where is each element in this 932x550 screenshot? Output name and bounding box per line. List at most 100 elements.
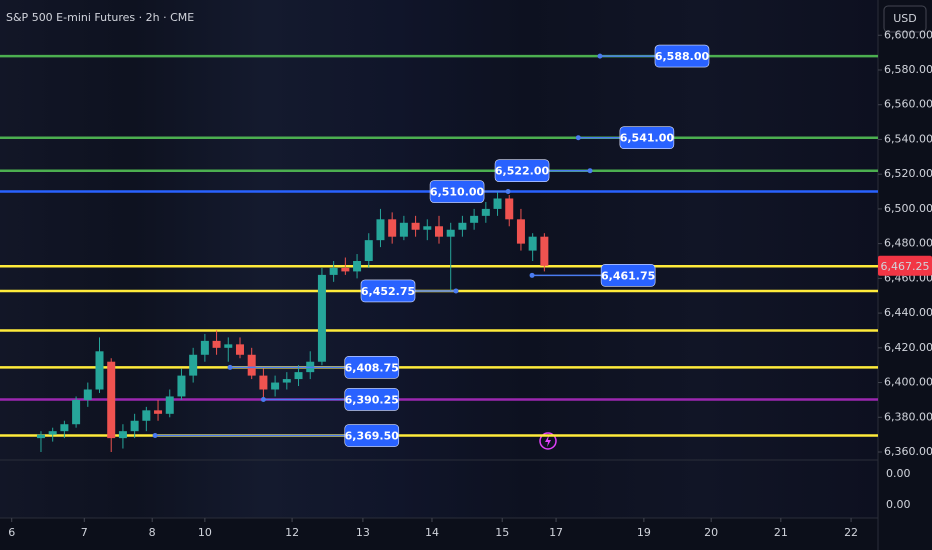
callout-box: [429, 180, 485, 203]
candle-body: [282, 379, 291, 383]
x-tick-label: 12: [285, 526, 299, 539]
candle-body: [247, 354, 256, 376]
x-tick-label: 17: [549, 526, 563, 539]
candle-body: [353, 260, 362, 272]
candle-body: [376, 219, 385, 241]
candle-body: [317, 274, 326, 362]
x-tick-label: 15: [495, 526, 509, 539]
callout-label: 6,541.00: [620, 132, 675, 145]
x-tick-label: 21: [774, 526, 788, 539]
candle-body: [271, 382, 280, 390]
y-tick-label: 6,480.00: [884, 237, 932, 250]
callout-label: 6,588.00: [655, 50, 710, 63]
y-tick-label: 6,420.00: [884, 341, 932, 354]
currency-button[interactable]: [883, 5, 927, 33]
candle-body: [470, 215, 479, 223]
y-tick-label: 6,400.00: [884, 376, 932, 389]
y-tick-label: 6,380.00: [884, 410, 932, 423]
candle-body: [411, 222, 420, 230]
candle-body: [364, 240, 373, 261]
callout-label: 6,390.25: [345, 393, 399, 406]
callout-box: [494, 159, 550, 182]
candle-body: [235, 344, 244, 355]
callout-box: [654, 44, 710, 68]
y-tick-label: 6,600.00: [884, 28, 932, 41]
callout-label: 6,510.00: [430, 186, 485, 199]
callout-box: [360, 279, 416, 303]
candle-body: [423, 226, 432, 230]
last-price-label: 6,467.25: [881, 260, 930, 273]
candle-body: [294, 372, 303, 380]
y-tick-label: 6,560.00: [884, 98, 932, 111]
last-price-box: [878, 255, 932, 276]
candle-body: [224, 344, 233, 348]
candle-body: [165, 396, 174, 414]
candle-body: [189, 354, 198, 376]
x-tick-label: 13: [356, 526, 370, 539]
candle-body: [200, 340, 209, 355]
x-tick-label: 14: [425, 526, 439, 539]
candle-body: [481, 208, 490, 216]
callout-label: 6,461.75: [601, 269, 655, 282]
candle-body: [142, 410, 151, 421]
event-icon[interactable]: [539, 432, 557, 450]
candle-body: [212, 340, 221, 348]
x-tick-label: 22: [844, 526, 858, 539]
candle-body: [95, 351, 104, 390]
candle-body: [107, 361, 116, 439]
callout-anchor: [587, 168, 593, 174]
currency-label[interactable]: USD: [893, 12, 917, 25]
candle-body: [388, 219, 397, 237]
x-tick-label: 7: [81, 526, 88, 539]
callout-anchor: [505, 189, 511, 195]
candle-body: [83, 389, 92, 400]
x-tick-label: 20: [704, 526, 718, 539]
lower-pane-label: 0.00: [886, 467, 911, 480]
x-tick-label: 19: [637, 526, 651, 539]
candle-body: [259, 375, 268, 390]
callout-anchor: [152, 433, 158, 439]
callout-box: [619, 126, 675, 150]
candle-body: [118, 431, 127, 439]
time-axis: [0, 518, 878, 550]
plot-background: [0, 0, 878, 518]
x-tick-label: 6: [8, 526, 15, 539]
callout-label: 6,408.75: [345, 361, 399, 374]
callout-label: 6,452.75: [361, 285, 415, 298]
candle-body: [341, 267, 350, 272]
y-tick-label: 6,360.00: [884, 445, 932, 458]
candle-body: [435, 226, 443, 237]
callout-anchor: [597, 53, 603, 59]
callout-box: [344, 424, 400, 447]
callout-box: [344, 356, 400, 379]
candle-body: [505, 198, 514, 220]
y-tick-label: 6,520.00: [884, 167, 932, 180]
candle-body: [130, 420, 139, 432]
candle-body: [399, 222, 408, 237]
callout-anchor: [575, 135, 581, 141]
candle-body: [516, 219, 525, 244]
callout-box: [344, 388, 400, 411]
y-tick-label: 6,440.00: [884, 306, 932, 319]
candle-body: [36, 434, 45, 439]
lower-pane-label: 0.00: [886, 498, 911, 511]
event-icon-bolt: [545, 435, 551, 447]
y-tick-label: 6,500.00: [884, 202, 932, 215]
candle-body: [177, 375, 186, 397]
candle-body: [446, 229, 455, 237]
callout-label: 6,522.00: [495, 165, 550, 178]
candle-body: [493, 198, 502, 209]
callout-box: [600, 264, 656, 287]
candle-body: [48, 431, 57, 435]
callout-anchor: [260, 396, 266, 402]
callout-anchor: [227, 364, 233, 370]
callout-anchor: [529, 272, 535, 278]
candle-body: [329, 267, 338, 275]
x-tick-label: 10: [198, 526, 212, 539]
callout-anchor: [453, 288, 459, 294]
candle-body: [72, 399, 81, 425]
candle-body: [458, 222, 467, 230]
y-tick-label: 6,580.00: [884, 63, 932, 76]
chart-title: S&P 500 E-mini Futures · 2h · CME: [6, 11, 194, 24]
